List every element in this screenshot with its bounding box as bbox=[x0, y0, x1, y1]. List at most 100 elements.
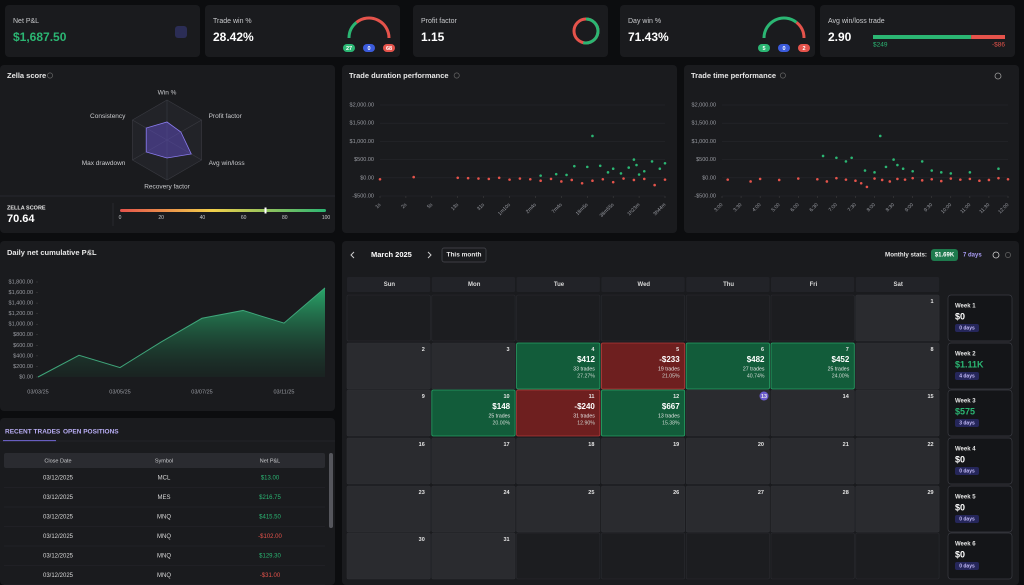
x-tick-label: 3:00 bbox=[713, 202, 724, 213]
empty-cell bbox=[770, 532, 855, 580]
day-cell[interactable] bbox=[601, 485, 686, 533]
radar-label: Recovery factor bbox=[144, 184, 190, 191]
day-cell[interactable] bbox=[855, 437, 940, 485]
trade-day[interactable] bbox=[601, 342, 686, 390]
day-cell[interactable] bbox=[431, 532, 516, 580]
scatter-point bbox=[997, 176, 1000, 180]
day-cell[interactable] bbox=[855, 389, 940, 437]
day-cell[interactable] bbox=[346, 437, 431, 485]
trade-day[interactable] bbox=[516, 389, 601, 437]
day-cell[interactable] bbox=[346, 342, 431, 390]
day-number: 28 bbox=[843, 490, 849, 496]
day-cell[interactable] bbox=[516, 437, 601, 485]
day-number: 20 bbox=[758, 442, 764, 448]
x-tick-label: 6:30 bbox=[809, 202, 820, 213]
scatter-point bbox=[968, 171, 972, 174]
empty-cell bbox=[685, 532, 770, 580]
day-pnl: -$233 bbox=[659, 355, 680, 364]
weekday-label: Thu bbox=[723, 282, 734, 288]
scatter-point bbox=[637, 173, 641, 176]
week-label: Week 1 bbox=[955, 304, 976, 310]
scatter-point bbox=[949, 172, 953, 175]
week-label: Week 2 bbox=[955, 352, 976, 358]
day-rate: 27.27% bbox=[577, 373, 595, 379]
day-cell[interactable] bbox=[855, 294, 940, 342]
panel-title: Daily net cumulative P&L bbox=[7, 248, 97, 257]
count-label: 27 bbox=[346, 46, 352, 52]
gauge-loss bbox=[355, 16, 391, 39]
day-cell[interactable] bbox=[346, 485, 431, 533]
day-pnl: $667 bbox=[662, 402, 680, 411]
card bbox=[684, 65, 1019, 233]
day-cell[interactable] bbox=[685, 389, 770, 437]
weekday-header bbox=[347, 277, 431, 292]
scatter-point bbox=[658, 167, 662, 170]
panel-title: Zella score bbox=[7, 71, 46, 80]
day-cell[interactable] bbox=[346, 532, 431, 580]
settings-icon[interactable] bbox=[992, 251, 1000, 259]
day-cell[interactable] bbox=[685, 485, 770, 533]
kpi-value: 71.43% bbox=[628, 30, 669, 44]
trade-day[interactable] bbox=[516, 342, 601, 390]
scatter-point bbox=[570, 178, 574, 182]
scatter-point bbox=[466, 176, 470, 180]
day-cell[interactable] bbox=[770, 485, 855, 533]
day-cell[interactable] bbox=[346, 389, 431, 437]
scatter-point bbox=[606, 171, 610, 174]
month-button-label[interactable]: This month bbox=[446, 252, 481, 259]
y-tick-label: $1,500.00 bbox=[350, 121, 374, 127]
radar-label: Avg win/loss bbox=[209, 160, 246, 167]
y-tick-label: $400.00 bbox=[13, 353, 33, 359]
day-rate: 15.38% bbox=[662, 420, 680, 426]
month-button[interactable] bbox=[441, 247, 487, 263]
day-number: 14 bbox=[843, 394, 850, 400]
trade-day[interactable] bbox=[770, 342, 855, 390]
cell-date: 03/12/2025 bbox=[43, 554, 74, 560]
day-trades: 27 trades bbox=[743, 366, 765, 372]
stats-days: 7 days bbox=[963, 253, 982, 259]
loss-bar bbox=[971, 35, 1005, 39]
info-icon bbox=[87, 249, 93, 256]
day-cell[interactable] bbox=[855, 485, 940, 533]
scatter-point bbox=[835, 156, 838, 160]
trade-day[interactable] bbox=[431, 389, 516, 437]
y-tick-label: $500.00 bbox=[696, 157, 716, 163]
scatter-point bbox=[549, 177, 553, 181]
y-tick-label: $2,000.00 bbox=[350, 102, 374, 108]
weekday-label: Mon bbox=[468, 282, 481, 288]
scatter-point bbox=[896, 177, 899, 181]
empty-cell bbox=[516, 532, 601, 580]
day-cell[interactable] bbox=[685, 437, 770, 485]
day-cell[interactable] bbox=[770, 437, 855, 485]
day-cell[interactable] bbox=[855, 342, 940, 390]
empty-cell bbox=[770, 294, 855, 342]
day-rate: 24.00% bbox=[832, 373, 850, 379]
trade-day[interactable] bbox=[601, 389, 686, 437]
score-scale bbox=[120, 209, 326, 212]
trade-day[interactable] bbox=[685, 342, 770, 390]
y-tick-label: $1,600.00 bbox=[9, 290, 33, 296]
scatter-point bbox=[850, 156, 853, 160]
day-trades: 31 trades bbox=[573, 413, 595, 419]
tab[interactable]: OPEN POSITIONS bbox=[63, 429, 119, 436]
scatter-point bbox=[663, 178, 667, 181]
scatter-point bbox=[611, 180, 615, 184]
tab-active[interactable]: RECENT TRADES bbox=[5, 429, 61, 436]
day-cell[interactable] bbox=[601, 437, 686, 485]
day-cell[interactable] bbox=[431, 437, 516, 485]
scatter-point bbox=[844, 160, 848, 163]
next-arrow[interactable] bbox=[427, 251, 432, 259]
day-cell[interactable] bbox=[431, 485, 516, 533]
x-tick-label: 5:00 bbox=[770, 202, 781, 213]
scatter-point bbox=[580, 181, 584, 185]
card bbox=[620, 5, 815, 57]
day-cell[interactable] bbox=[431, 342, 516, 390]
day-number: 6 bbox=[761, 347, 764, 353]
x-tick-label: 03/07/25 bbox=[191, 389, 212, 395]
prev-arrow[interactable] bbox=[350, 251, 355, 259]
count-badge bbox=[383, 44, 395, 52]
day-cell[interactable] bbox=[770, 389, 855, 437]
day-cell[interactable] bbox=[516, 485, 601, 533]
scatter-point bbox=[888, 180, 892, 183]
scale-tick-label: 60 bbox=[241, 215, 247, 221]
